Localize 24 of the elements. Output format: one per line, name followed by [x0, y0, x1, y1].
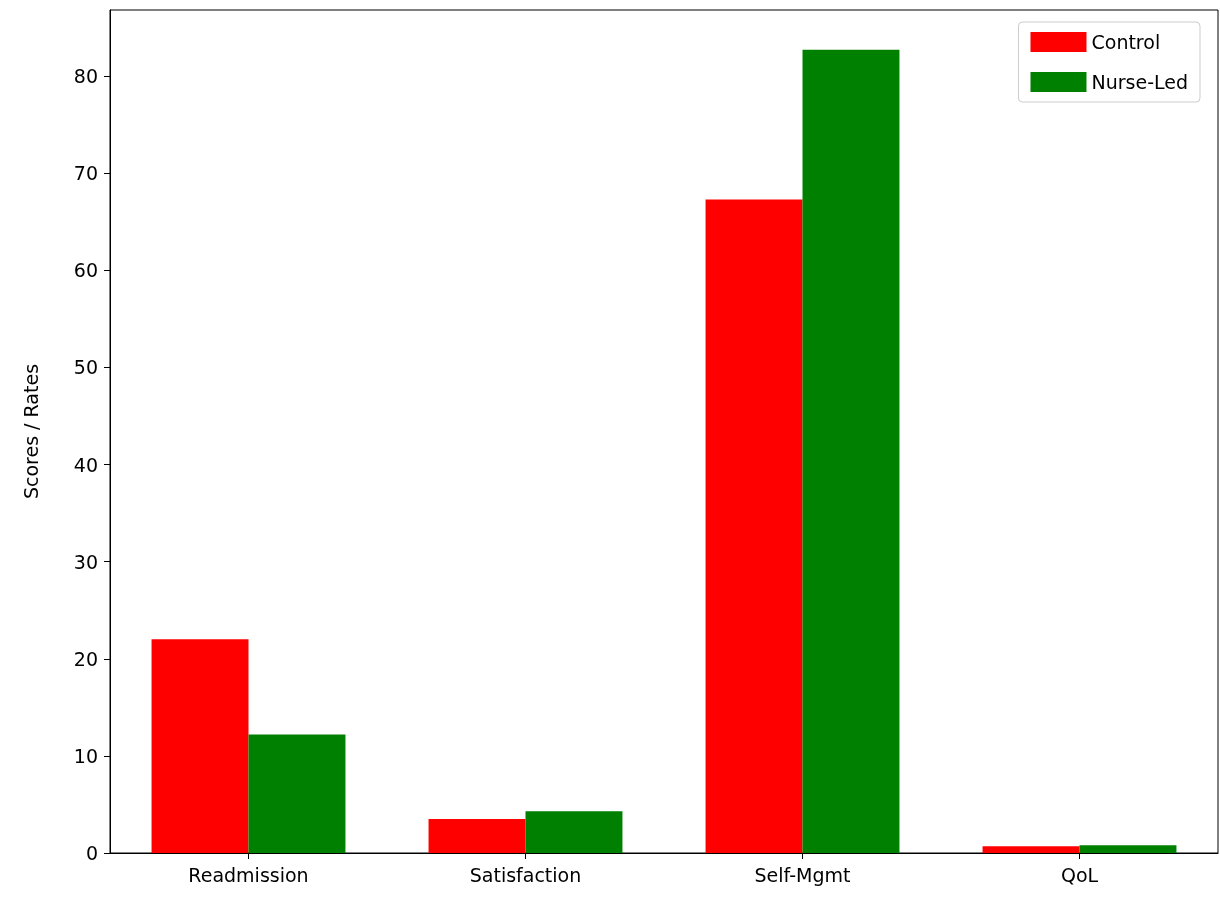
- legend-label: Control: [1091, 31, 1161, 53]
- bar: [705, 199, 803, 853]
- y-axis-title: Scores / Rates: [19, 363, 42, 500]
- y-tick-label: 0: [85, 842, 98, 864]
- bar: [248, 734, 346, 853]
- x-tick-label: QoL: [1060, 863, 1099, 886]
- y-tick-label: 20: [73, 647, 98, 670]
- y-tick-label: 70: [73, 162, 98, 185]
- x-tick-label: Satisfaction: [469, 863, 582, 886]
- bar: [1079, 845, 1177, 853]
- y-tick-label: 60: [73, 259, 98, 282]
- y-tick-label: 30: [73, 550, 98, 573]
- bar: [802, 49, 900, 853]
- bar: [525, 811, 623, 853]
- legend-label: Nurse-Led: [1091, 71, 1188, 93]
- y-tick-label: 80: [73, 65, 98, 88]
- x-tick-label: Readmission: [188, 863, 309, 886]
- y-tick-label: 40: [73, 453, 98, 476]
- y-tick-label: 10: [73, 744, 98, 767]
- bar: [982, 846, 1080, 853]
- bar: [151, 639, 249, 853]
- y-tick-label: 50: [73, 356, 98, 379]
- x-tick-label: Self-Mgmt: [754, 863, 851, 886]
- bar: [428, 819, 526, 853]
